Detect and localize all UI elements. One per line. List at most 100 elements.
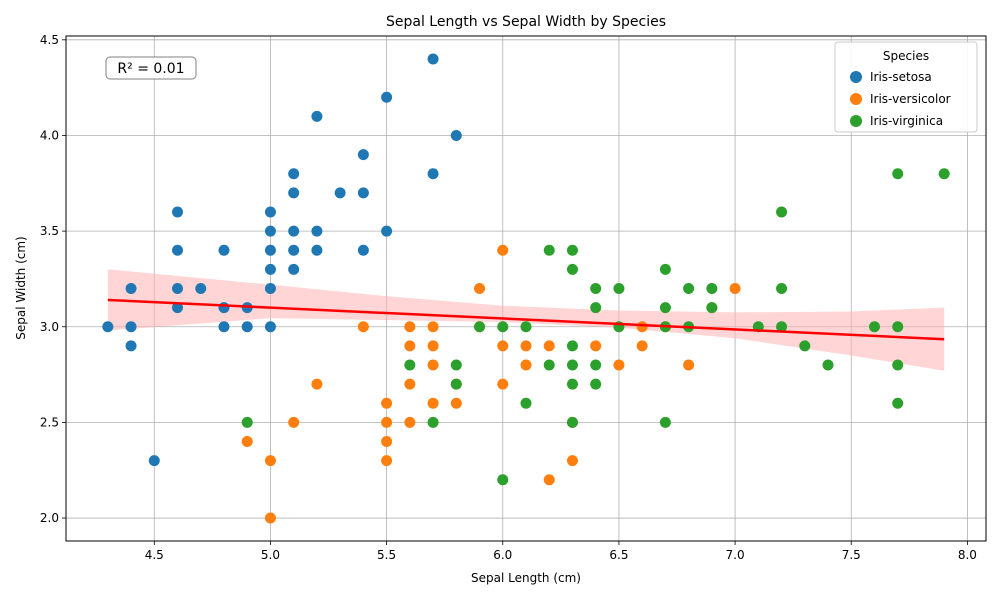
data-point [264,283,276,294]
data-point [241,321,253,333]
data-point [427,168,439,180]
data-point [264,225,276,237]
legend-marker [850,93,862,105]
data-point [706,302,718,314]
data-point [799,340,811,352]
y-tick-label: 3.0 [40,320,59,334]
data-point [427,359,439,371]
data-point [381,225,393,237]
data-point [450,129,462,141]
series-iris-versicolor [241,244,741,524]
data-point [172,206,184,218]
y-tick-label: 2.5 [40,415,59,429]
data-point [404,321,416,333]
data-point [566,455,578,467]
data-point [288,225,300,237]
data-point [520,321,532,333]
y-tick-label: 3.5 [40,224,59,238]
data-point [288,187,300,199]
data-point [264,206,276,218]
x-tick-label: 5.5 [377,548,396,562]
x-tick-label: 8.0 [958,548,977,562]
regression-line [107,298,945,341]
data-point [566,378,578,390]
data-point [497,244,509,256]
data-point [706,283,718,294]
data-point [264,455,276,467]
data-point [450,359,462,371]
data-point [613,283,625,294]
data-point [543,340,555,352]
data-point [264,244,276,256]
data-point [381,455,393,467]
x-tick-label: 4.5 [145,548,164,562]
legend-marker [850,71,862,83]
data-point [566,263,578,275]
y-tick-label: 2.0 [40,511,59,525]
data-point [543,359,555,371]
data-point [125,321,137,333]
data-point [520,340,532,352]
data-point [729,283,741,294]
data-point [172,244,184,256]
legend: Species Iris-setosa Iris-versicolor Iris-v… [834,41,978,133]
data-point [776,283,788,294]
data-point [288,168,300,180]
data-point [172,302,184,314]
data-point [450,397,462,409]
data-point [497,321,509,333]
data-point [288,244,300,256]
data-point [404,416,416,428]
x-tick-label: 5.0 [261,548,280,562]
data-point [636,321,648,333]
data-point [427,321,439,333]
data-point [381,397,393,409]
data-point [636,340,648,352]
data-point [125,340,137,352]
data-point [497,340,509,352]
data-point [822,359,834,371]
data-point [311,225,323,237]
data-point [683,283,695,294]
data-point [334,187,346,199]
data-point [427,397,439,409]
data-point [868,321,880,333]
data-point [566,244,578,256]
data-point [497,474,509,486]
r-squared-annotation: R² = 0.01 [105,56,197,80]
data-point [288,416,300,428]
chart-title: Sepal Length vs Sepal Width by Species [386,14,666,30]
data-point [659,263,671,275]
data-point [450,378,462,390]
data-point [543,244,555,256]
r-squared-box [105,56,197,80]
data-point [381,416,393,428]
data-point [264,321,276,333]
data-point [404,340,416,352]
y-tick-label: 4.5 [40,33,59,47]
x-tick-label: 7.5 [842,548,861,562]
data-point [520,359,532,371]
data-point [381,91,393,103]
data-point [892,168,904,180]
data-point [125,283,137,294]
x-axis-label: Sepal Length (cm) [471,571,581,585]
data-point [566,359,578,371]
regression-line-layer [107,298,945,341]
data-point [892,321,904,333]
legend-entry-label: Iris-setosa [870,70,932,84]
data-point [288,263,300,275]
data-point [427,53,439,65]
data-point [590,378,602,390]
axes-layer: 4.5 5.0 5.5 6.0 6.5 7.0 7.5 8.0 2.0 2.5 3.0 3.5 4.0 4… [40,33,987,562]
data-point [357,187,369,199]
legend-entry-label: Iris-versicolor [870,92,951,106]
y-tick-label: 4.0 [40,128,59,142]
data-point [311,110,323,122]
data-point [218,302,230,314]
data-point [357,244,369,256]
data-point [427,416,439,428]
data-point [218,321,230,333]
